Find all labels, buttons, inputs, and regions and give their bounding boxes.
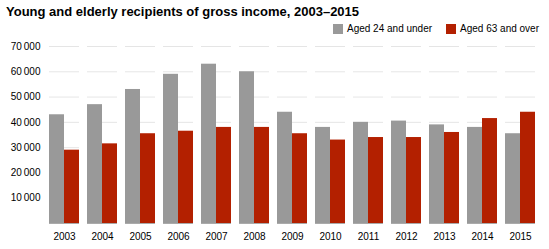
svg-text:2006: 2006 [167, 231, 190, 242]
svg-text:70 000: 70 000 [11, 41, 41, 52]
svg-text:2013: 2013 [433, 231, 456, 242]
svg-text:2009: 2009 [281, 231, 304, 242]
svg-text:2003: 2003 [53, 231, 76, 242]
html-text:Aged 63 and over: Aged 63 and over [460, 23, 539, 34]
svg-text:10 000: 10 000 [11, 192, 41, 203]
svg-text:30 000: 30 000 [11, 142, 41, 153]
svg-text:2005: 2005 [129, 231, 152, 242]
svg-text:2011: 2011 [358, 231, 380, 242]
svg-text:50 000: 50 000 [11, 91, 41, 102]
svg-text:2008: 2008 [243, 231, 266, 242]
svg-text:2004: 2004 [91, 231, 114, 242]
svg-text:2010: 2010 [319, 231, 342, 242]
svg-text:60 000: 60 000 [11, 66, 41, 77]
svg-text:2007: 2007 [205, 231, 228, 242]
svg-text:2014: 2014 [471, 231, 494, 242]
svg-text:20 000: 20 000 [11, 167, 41, 178]
html-text:Aged 24 and under: Aged 24 and under [347, 23, 432, 34]
svg-text:2015: 2015 [509, 231, 532, 242]
html-text:Young and elderly recipients o: Young and elderly recipients of gross in… [6, 4, 360, 19]
svg-text:40 000: 40 000 [11, 117, 41, 128]
svg-text:2012: 2012 [395, 231, 418, 242]
